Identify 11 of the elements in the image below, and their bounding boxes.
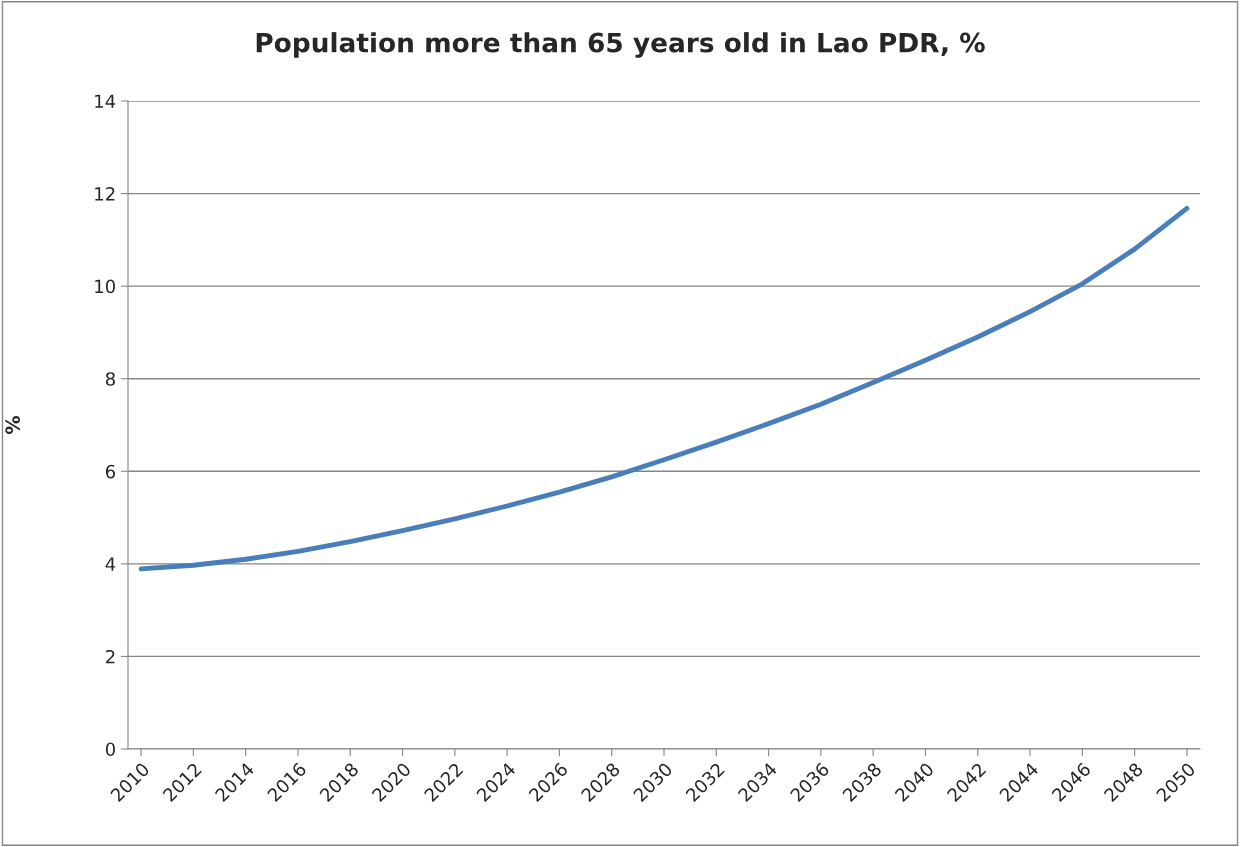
y-tick-label: 14 xyxy=(95,94,116,108)
y-tick-label: 12 xyxy=(95,187,115,201)
y-tick-label: 0 xyxy=(105,742,115,757)
line-series xyxy=(138,205,1190,572)
y-tick-label: 2 xyxy=(106,649,115,664)
chart-title: Population more than 65 years old in Lao PDR, % xyxy=(256,32,985,58)
y-tick-label: 8 xyxy=(105,372,115,386)
y-tick-label: 10 xyxy=(95,279,115,294)
y-tick-label: 4 xyxy=(105,557,116,571)
y-axis-title: % xyxy=(5,415,21,435)
y-tick-label: 6 xyxy=(105,464,116,479)
